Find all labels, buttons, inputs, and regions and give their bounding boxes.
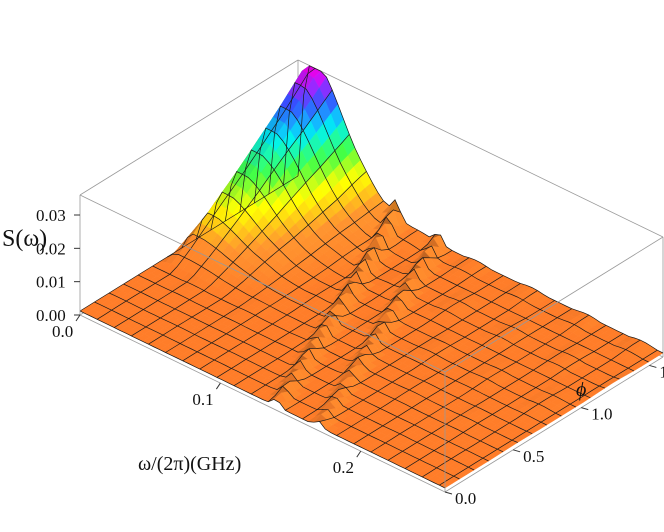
mesh-line-phi <box>108 292 475 471</box>
mesh-lines <box>79 65 664 489</box>
mesh-line-omega <box>387 325 607 461</box>
mesh-line-phi <box>79 310 446 489</box>
mesh-line-omega <box>96 68 316 320</box>
mesh-line-phi <box>224 171 591 399</box>
mesh-line-omega <box>79 175 299 312</box>
mesh-line-omega <box>370 314 590 453</box>
mesh-line-omega <box>216 234 436 378</box>
mesh-line-omega <box>165 200 384 353</box>
mesh-line-phi <box>137 274 504 453</box>
surface-mesh <box>79 65 664 489</box>
z-tick-label: 0.02 <box>36 239 66 258</box>
z-tick-label: 0.01 <box>36 273 66 292</box>
mesh-line-omega <box>267 266 487 403</box>
mesh-line-omega <box>319 290 538 422</box>
x-tick-label: 0.0 <box>52 322 73 341</box>
mesh-line-phi <box>123 283 489 462</box>
mesh-line-omega <box>131 134 350 337</box>
mesh-line-omega <box>250 257 470 395</box>
mesh-line-omega <box>422 339 641 478</box>
mesh-line-omega <box>353 308 572 445</box>
y-tick-label: 1.5 <box>659 362 664 381</box>
y-tick-label: 0.5 <box>523 447 544 466</box>
y-tick-label: 0.0 <box>455 489 476 508</box>
axis-ticks: 0.00 0.01 0.02 0.03 0.0 0.1 0.2 0.0 0.5 1.0 1.5 <box>36 206 664 508</box>
y-axis-label: ϕ <box>576 379 586 401</box>
z-tick-label: 0.03 <box>36 206 66 225</box>
z-tick-label: 0.00 <box>36 306 66 325</box>
mesh-line-omega <box>199 229 418 370</box>
mesh-line-phi <box>254 127 620 380</box>
mesh-line-omega <box>439 349 658 486</box>
mesh-line-phi <box>152 265 518 443</box>
mesh-line-omega <box>302 283 521 420</box>
mesh-line-omega <box>336 300 555 436</box>
mesh-line-phi <box>181 233 547 426</box>
mesh-line-phi <box>167 253 533 435</box>
mesh-line-phi <box>239 149 606 389</box>
mesh-line-omega <box>148 171 367 345</box>
x-tick-label: 0.1 <box>192 390 213 409</box>
mesh-line-phi <box>210 191 576 408</box>
x-axis-label: ω/(2π)(GHz) <box>138 453 241 475</box>
x-tick-label: 0.2 <box>333 458 354 477</box>
mesh-line-phi <box>268 105 635 372</box>
mesh-line-phi <box>297 65 664 354</box>
z-axis-label: S(ω) <box>2 226 47 252</box>
mesh-line-phi <box>94 301 460 480</box>
y-tick-label: 1.0 <box>591 405 612 424</box>
mesh-line-phi <box>195 212 562 417</box>
mesh-line-omega <box>404 333 624 469</box>
mesh-line-phi <box>283 81 649 363</box>
mesh-line-omega <box>233 250 453 386</box>
mesh-line-omega <box>285 275 504 411</box>
bounding-box-front <box>79 194 664 493</box>
mesh-line-omega <box>182 209 401 362</box>
mesh-line-omega <box>114 89 333 328</box>
